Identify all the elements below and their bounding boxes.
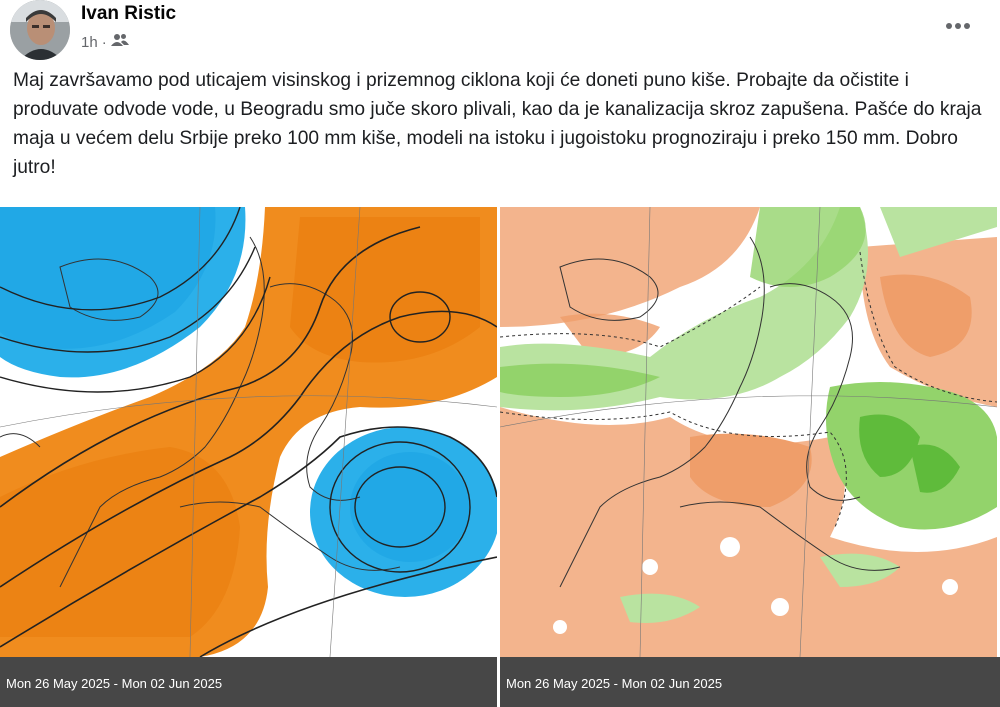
image-divider	[497, 207, 500, 707]
meta-separator: ·	[101, 33, 107, 51]
friends-icon[interactable]	[110, 33, 129, 51]
weather-map-precipitation[interactable]	[500, 207, 997, 657]
more-horizontal-icon[interactable]	[938, 6, 978, 46]
map-date-range: Mon 26 May 2025 - Mon 02 Jun 2025	[506, 676, 723, 691]
map-date-range: Mon 26 May 2025 - Mon 02 Jun 2025	[6, 676, 223, 691]
author-name[interactable]: Ivan Ristic	[81, 3, 177, 24]
post-text: Maj završavamo pod uticajem visinskog i …	[13, 70, 982, 178]
map-caption-bar: Mon 26 May 2025 - Mon 02 Jun 2025	[500, 657, 1000, 707]
post-meta: 1h ·	[81, 33, 129, 51]
map-caption-bar: Mon 26 May 2025 - Mon 02 Jun 2025	[0, 657, 497, 707]
post-timestamp[interactable]: 1h	[81, 33, 98, 51]
weather-map-geopotential[interactable]	[0, 207, 497, 657]
post-header: Ivan Ristic 1h ·	[0, 0, 1000, 64]
author-avatar[interactable]	[10, 0, 70, 60]
